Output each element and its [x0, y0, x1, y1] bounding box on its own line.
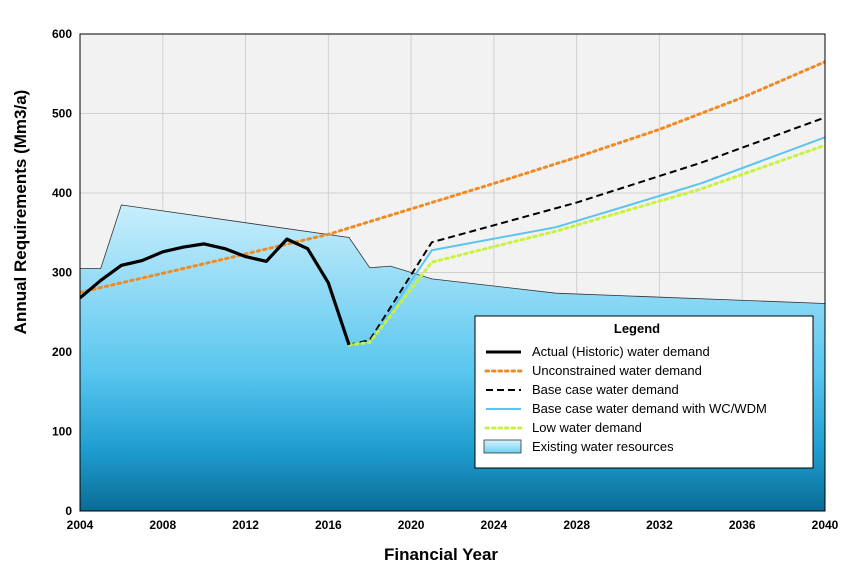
series-line-actual-historic-water-demand — [80, 237, 351, 346]
series-line-unconstrained-water-demand — [80, 60, 825, 294]
series-line-base-case-water-demand — [348, 116, 825, 346]
legend-label-low-water-demand: Low water demand — [532, 420, 642, 435]
x-tick-label: 2012 — [232, 518, 259, 532]
legend-title: Legend — [614, 321, 660, 336]
legend-label-base-case-water-demand: Base case water demand — [532, 382, 679, 397]
legend-label-unconstrained-water-demand: Unconstrained water demand — [532, 363, 702, 378]
y-tick-label: 0 — [65, 504, 72, 518]
y-tick-label: 100 — [52, 425, 72, 439]
x-tick-label: 2036 — [729, 518, 756, 532]
y-tick-label: 600 — [52, 27, 72, 41]
x-tick-label: 2028 — [563, 518, 590, 532]
legend-label-base-case-water-demand-with-wc-wdm: Base case water demand with WC/WDM — [532, 401, 767, 416]
legend: Legend Actual (Historic) water demand Unc… — [474, 315, 814, 469]
y-tick-label: 200 — [52, 345, 72, 359]
series-area-outline-existing-water-resources — [80, 204, 825, 304]
legend-box — [474, 315, 814, 469]
y-tick-label: 400 — [52, 186, 72, 200]
y-tick-label: 500 — [52, 107, 72, 121]
x-tick-label: 2040 — [812, 518, 839, 532]
x-tick-label: 2016 — [315, 518, 342, 532]
legend-label-existing-water-resources: Existing water resources — [532, 439, 674, 454]
lines-layer — [80, 60, 825, 347]
y-tick-label: 300 — [52, 266, 72, 280]
series-line-low-water-demand — [347, 143, 825, 347]
y-axis-title: Annual Requirements (Mm3/a) — [11, 90, 30, 335]
x-tick-label: 2024 — [481, 518, 508, 532]
x-tick-label: 2032 — [646, 518, 673, 532]
x-tick-label: 2020 — [398, 518, 425, 532]
x-tick-label: 2004 — [67, 518, 94, 532]
x-axis-ticks: 2004 2008 2012 2016 2020 2024 2028 2032 2036 2040 — [67, 518, 839, 532]
y-axis-ticks: 0 100 200 300 400 500 600 — [52, 27, 72, 518]
series-line-base-case-water-demand-with-wc-wdm — [348, 136, 825, 346]
plot-border — [79, 33, 826, 512]
x-axis-title: Financial Year — [384, 545, 498, 564]
legend-items: Actual (Historic) water demand Unconstrai… — [483, 344, 767, 454]
legend-swatch-existing-water-resources — [483, 439, 522, 454]
legend-label-actual-historic-water-demand: Actual (Historic) water demand — [532, 344, 710, 359]
x-tick-label: 2008 — [149, 518, 176, 532]
